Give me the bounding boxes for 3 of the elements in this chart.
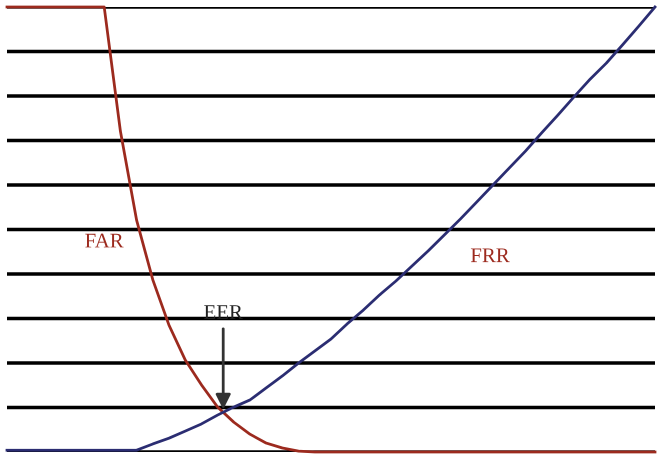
annotation: EER bbox=[204, 305, 243, 319]
series-label: FAR bbox=[85, 234, 124, 248]
series-label: FRR bbox=[470, 248, 510, 262]
